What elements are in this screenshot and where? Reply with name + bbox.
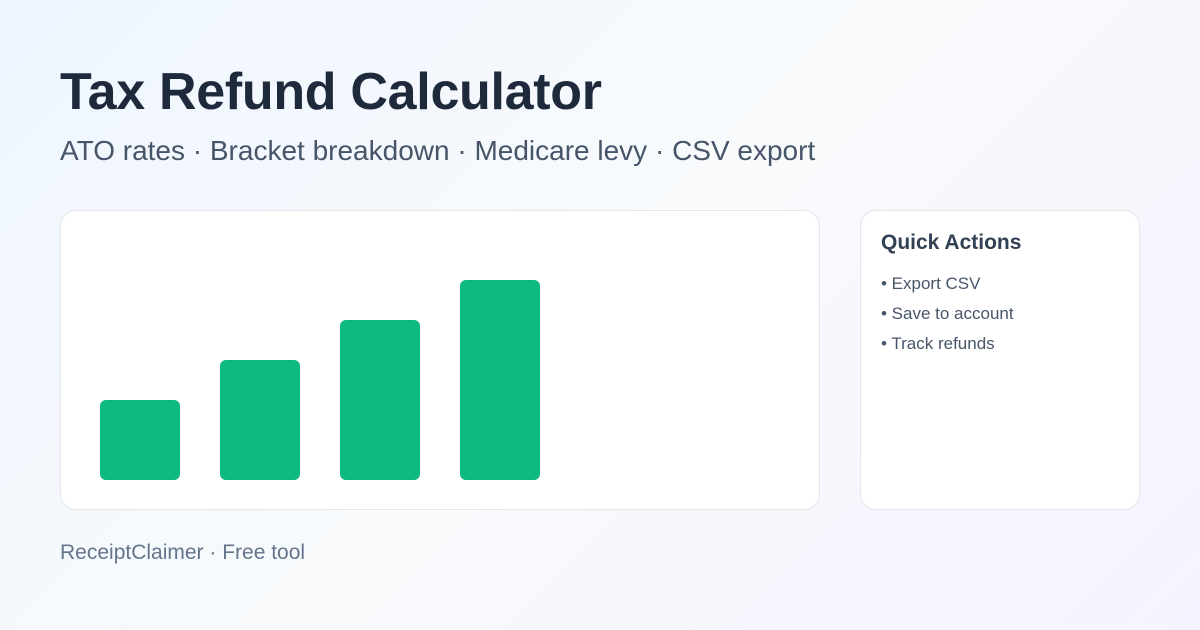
quick-action-track-refunds[interactable]: • Track refunds xyxy=(881,334,995,353)
chart-bar-1 xyxy=(100,400,180,480)
quick-action-save-to-account[interactable]: • Save to account xyxy=(881,304,1014,323)
footer-text: ReceiptClaimer · Free tool xyxy=(60,541,306,564)
quick-action-export-csv[interactable]: • Export CSV xyxy=(881,274,981,293)
page-title: Tax Refund Calculator xyxy=(60,63,602,121)
quick-actions-card: Quick Actions • Export CSV • Save to acc… xyxy=(860,210,1140,510)
chart-bar-4 xyxy=(460,280,540,480)
chart-bar-3 xyxy=(340,320,420,480)
chart-card xyxy=(60,210,820,510)
quick-actions-title: Quick Actions xyxy=(881,231,1022,254)
page-subtitle: ATO rates · Bracket breakdown · Medicare… xyxy=(60,135,816,166)
chart-bar-2 xyxy=(220,360,300,480)
